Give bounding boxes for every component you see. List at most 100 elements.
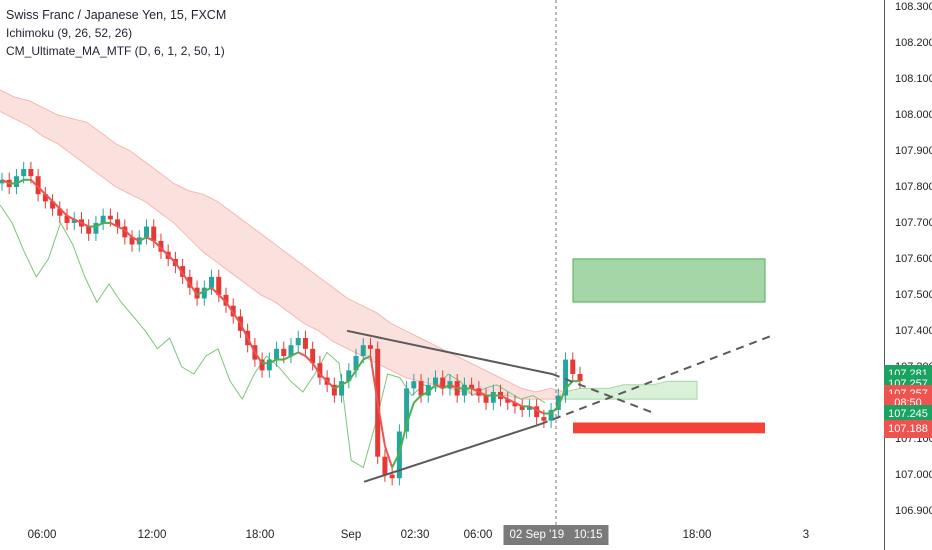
moving-average-segment bbox=[160, 247, 169, 257]
moving-average-segment bbox=[319, 373, 328, 382]
candle bbox=[469, 384, 475, 389]
moving-average-segment bbox=[557, 387, 567, 407]
candle bbox=[433, 377, 438, 385]
candle bbox=[339, 381, 345, 396]
moving-average-segment bbox=[290, 351, 299, 357]
candle bbox=[187, 276, 193, 288]
price-tick-label: 108.200 bbox=[895, 37, 932, 50]
moving-average-segment bbox=[109, 222, 119, 228]
candle bbox=[548, 409, 554, 421]
candle bbox=[404, 388, 410, 432]
moving-average-segment bbox=[1, 178, 10, 185]
moving-average-segment bbox=[44, 193, 54, 203]
price-chart-canvas[interactable] bbox=[0, 0, 884, 525]
time-tick-label: 18:00 bbox=[245, 529, 275, 541]
candle bbox=[57, 208, 63, 216]
moving-average-segment bbox=[210, 286, 220, 296]
candle bbox=[230, 305, 236, 317]
chart-legend: Swiss Franc / Japanese Yen, 15, FXCM Ich… bbox=[6, 6, 226, 60]
candle bbox=[151, 226, 157, 241]
candle bbox=[42, 194, 48, 202]
moving-average-segment bbox=[297, 351, 306, 357]
candle bbox=[274, 348, 280, 360]
price-tick-label: 107.500 bbox=[895, 288, 932, 301]
candle bbox=[144, 226, 149, 238]
moving-average-segment bbox=[124, 229, 133, 239]
ichimoku-legend[interactable]: Ichimoku (9, 26, 52, 26) bbox=[6, 26, 133, 40]
moving-average-segment bbox=[196, 290, 205, 296]
candle bbox=[288, 345, 294, 356]
moving-average-segment bbox=[391, 452, 401, 468]
moving-average-segment bbox=[73, 218, 82, 224]
candle bbox=[201, 287, 207, 299]
candle bbox=[209, 276, 215, 288]
sell-target-zone bbox=[573, 422, 765, 434]
price-tick-label: 108.100 bbox=[895, 73, 932, 86]
price-tick-label: 107.800 bbox=[895, 180, 932, 193]
time-tick-label: Sep bbox=[340, 529, 362, 541]
moving-average-segment bbox=[341, 380, 350, 386]
moving-average-segment bbox=[30, 179, 39, 188]
price-tick-label: 108.300 bbox=[895, 1, 932, 14]
time-tick-label: 18:00 bbox=[682, 529, 712, 541]
candle bbox=[107, 215, 113, 220]
moving-average-segment bbox=[246, 337, 256, 353]
candle bbox=[115, 219, 121, 227]
moving-average-segment bbox=[362, 355, 371, 361]
moving-average-segment bbox=[355, 359, 365, 371]
moving-average-segment bbox=[51, 200, 61, 210]
candle bbox=[180, 266, 186, 277]
candle bbox=[266, 359, 272, 371]
ichimoku-cloud bbox=[0, 89, 565, 400]
candle bbox=[440, 377, 446, 389]
symbol-title[interactable]: Swiss Franc / Japanese Yen, 15, FXCM bbox=[6, 8, 227, 22]
candle bbox=[563, 359, 569, 396]
price-axis[interactable]: 106.900107.000107.100107.200107.300107.4… bbox=[884, 0, 932, 550]
price-tick-label: 107.700 bbox=[895, 216, 932, 229]
candle bbox=[216, 276, 222, 295]
moving-average-segment bbox=[131, 236, 140, 242]
triangle-upper-line bbox=[346, 329, 553, 375]
candle bbox=[281, 348, 287, 356]
candle bbox=[555, 395, 561, 410]
moving-average-segment bbox=[268, 358, 277, 365]
moving-average-segment bbox=[449, 383, 458, 390]
moving-average-segment bbox=[536, 409, 545, 415]
moving-average-segment bbox=[66, 214, 75, 221]
moving-average-segment bbox=[420, 391, 429, 397]
moving-average-segment bbox=[37, 186, 47, 195]
price-badge: 107.188 bbox=[884, 419, 932, 438]
cloud-upper-line bbox=[0, 89, 566, 393]
ma-legend[interactable]: CM_Ultimate_MA_MTF (D, 6, 1, 2, 50, 1) bbox=[6, 44, 225, 58]
crosshair-date: 02 Sep '19 bbox=[509, 529, 565, 541]
crosshair-time: 10:15 bbox=[573, 529, 603, 541]
crosshair-time-label: 02 Sep '19 10:15 bbox=[503, 525, 609, 545]
candle bbox=[519, 406, 525, 410]
moving-average-segment bbox=[376, 402, 386, 447]
candle bbox=[418, 381, 424, 396]
moving-average-segment bbox=[239, 323, 249, 339]
moving-average-segment bbox=[146, 236, 155, 242]
candle bbox=[259, 359, 265, 371]
candle bbox=[0, 179, 5, 184]
moving-average-segment bbox=[326, 380, 336, 390]
time-tick-label: 3 bbox=[802, 529, 810, 541]
candle bbox=[483, 395, 489, 403]
candle bbox=[21, 169, 27, 177]
candle bbox=[526, 406, 532, 410]
moving-average-segment bbox=[383, 445, 394, 468]
moving-average-segment bbox=[203, 286, 212, 293]
candle bbox=[302, 338, 308, 349]
price-tick-label: 107.400 bbox=[895, 324, 932, 337]
moving-average-segment bbox=[435, 383, 444, 390]
moving-average-segment bbox=[181, 272, 191, 285]
moving-average-segment bbox=[500, 394, 509, 401]
moving-average-segment bbox=[311, 362, 321, 375]
moving-average-segment bbox=[471, 387, 480, 393]
price-tick-label: 107.000 bbox=[895, 468, 932, 481]
candle bbox=[50, 201, 56, 209]
time-tick-label: 06:00 bbox=[27, 529, 57, 541]
moving-average-segment bbox=[550, 405, 560, 415]
candle bbox=[194, 287, 200, 299]
